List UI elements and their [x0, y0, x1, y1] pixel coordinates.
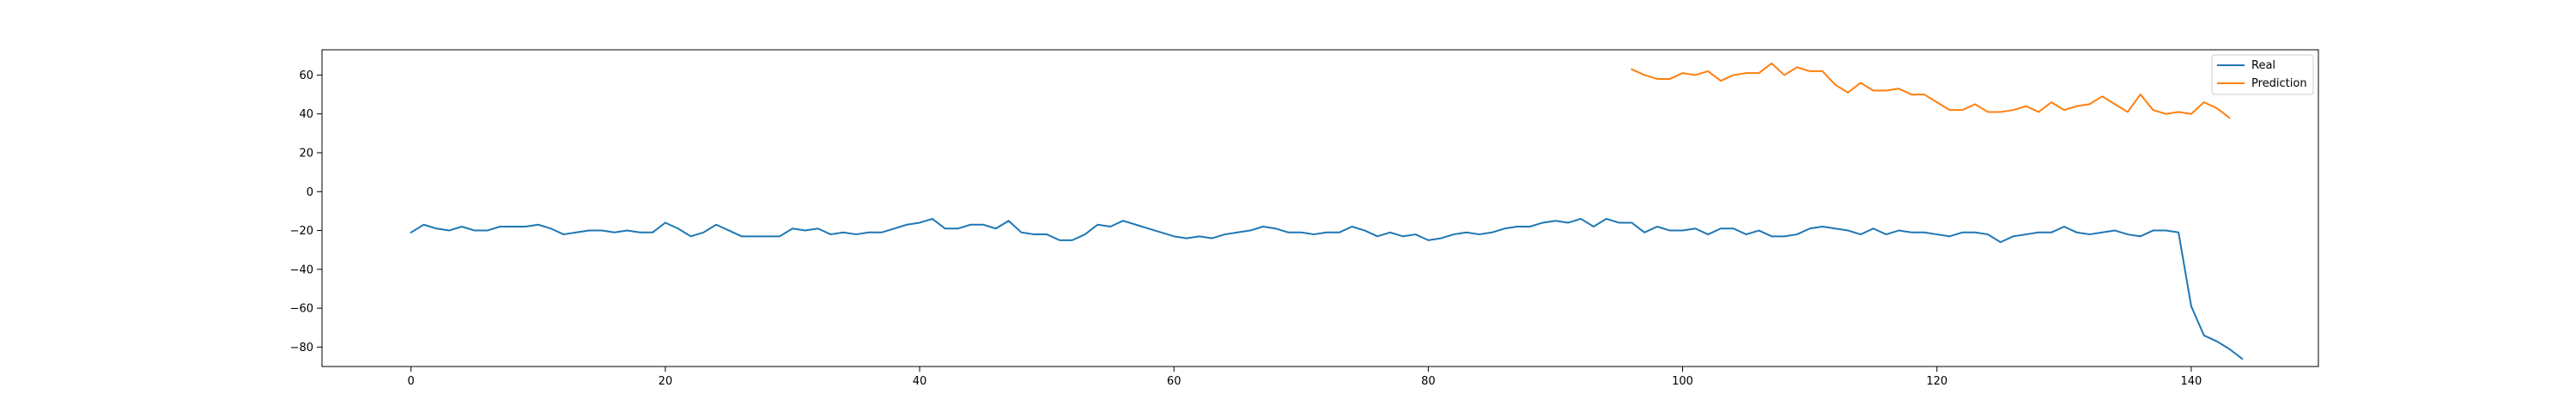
legend-label-real: Real	[2251, 59, 2275, 72]
y-tick-label: 60	[299, 70, 313, 82]
x-tick-label: 100	[1672, 375, 1693, 388]
legend-label-prediction: Prediction	[2251, 77, 2307, 90]
series-line-real	[410, 217, 2244, 360]
x-tick-label: 0	[408, 375, 415, 388]
x-axis: 0 20 40 60 80 100 120 140	[408, 367, 2202, 388]
x-tick-label: 120	[1926, 375, 1947, 388]
x-tick-label: 40	[913, 375, 927, 388]
y-tick-label: 40	[299, 108, 313, 121]
y-tick-label: −40	[290, 264, 313, 276]
plot-frame	[321, 49, 2319, 367]
y-tick-label: −80	[290, 342, 313, 354]
series-line-prediction	[1630, 62, 2231, 119]
y-tick-label: −20	[290, 225, 313, 238]
y-tick-label: −60	[290, 303, 313, 316]
y-tick-label: 0	[307, 186, 313, 199]
x-tick-label: 140	[2180, 375, 2202, 388]
plot-series	[410, 62, 2244, 360]
x-tick-label: 60	[1167, 375, 1182, 388]
x-tick-label: 20	[659, 375, 673, 388]
legend: Real Prediction	[2211, 54, 2314, 95]
y-tick-label: 20	[299, 147, 313, 160]
x-tick-label: 80	[1421, 375, 1436, 388]
y-axis: −80 −60 −40 −20 0 20 40 60	[290, 70, 322, 354]
